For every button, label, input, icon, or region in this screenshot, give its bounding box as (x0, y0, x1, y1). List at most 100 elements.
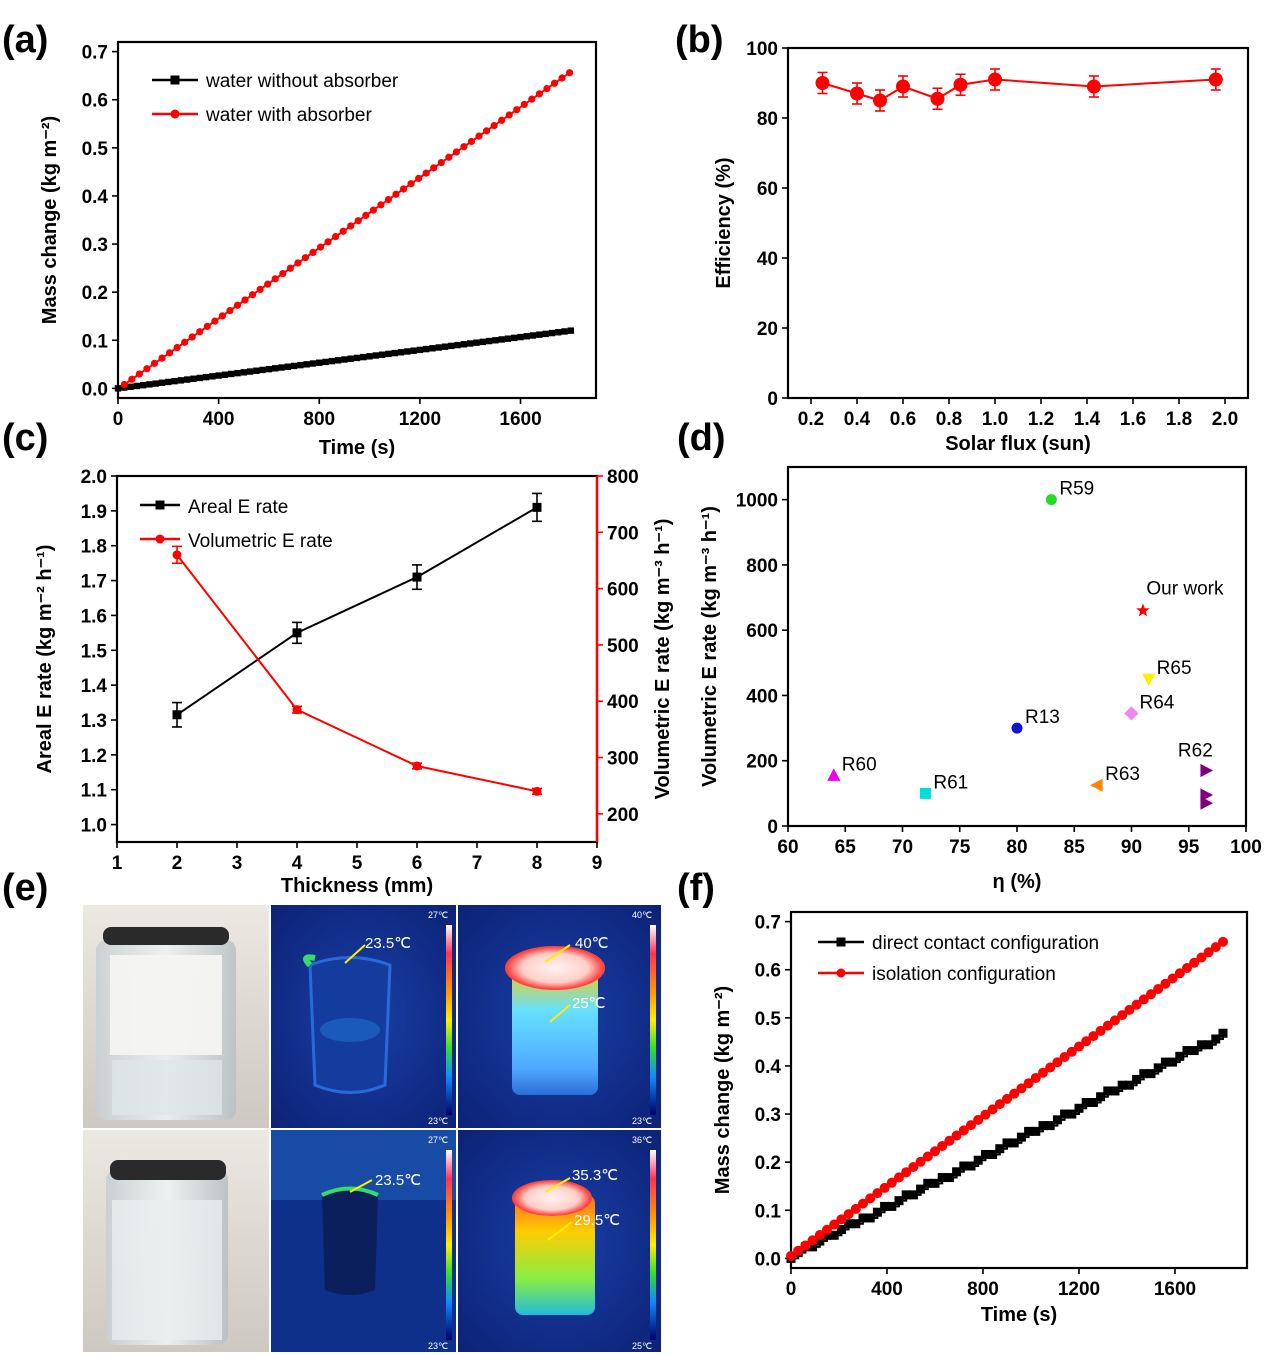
data-point (858, 1213, 868, 1223)
y-tick-label: 60 (757, 179, 778, 200)
data-point (930, 1146, 940, 1157)
y-tick-label: 600 (746, 621, 778, 642)
x-tick-label: 65 (835, 837, 857, 858)
y-right-tick-label: 800 (607, 467, 639, 488)
legend-label: Volumetric E rate (188, 531, 333, 552)
x-tick-label: 9 (592, 853, 603, 874)
data-point (520, 100, 528, 109)
data-point (1124, 1004, 1135, 1015)
data-point (233, 301, 242, 309)
data-point (1016, 1132, 1026, 1142)
thermal-bottom-2-spot-1: 35.3℃ (572, 1167, 618, 1184)
scatter-point-label: R62 (1178, 741, 1213, 762)
scatter-point (1045, 494, 1057, 506)
data-point (536, 331, 543, 338)
data-point (973, 1114, 984, 1125)
data-point (482, 127, 491, 135)
data-point (1096, 1092, 1106, 1102)
data-point (1102, 1020, 1113, 1031)
data-point (181, 338, 189, 346)
y-tick-label: 800 (746, 556, 778, 577)
data-point (558, 74, 566, 82)
data-point (430, 164, 438, 172)
thermal-bottom-1-spot: 23.5℃ (375, 1172, 421, 1189)
data-point (505, 111, 513, 119)
x-tick-label: 1.0 (982, 409, 1008, 430)
data-point (886, 1177, 897, 1188)
data-point (953, 77, 968, 92)
data-point (1038, 1121, 1048, 1131)
data-point (1117, 1010, 1128, 1021)
x-axis-label: Time (s) (319, 437, 395, 459)
data-point (915, 1156, 926, 1167)
scatter-point-label: R65 (1157, 658, 1192, 679)
x-tick-label: 100 (1230, 837, 1262, 858)
y-tick-label: 0.6 (82, 91, 108, 112)
data-point (1045, 1121, 1055, 1131)
data-point (952, 1167, 962, 1177)
data-point (973, 1155, 983, 1165)
data-point (548, 329, 556, 337)
legend-label: direct contact configuration (872, 933, 1099, 954)
legend-marker (836, 968, 846, 978)
chart-f: 0 400 800 1200 1600 0.0 0.1 0.2 0.3 0.4 0.5 0.6 0.7 T… (712, 910, 1249, 1326)
data-point (256, 285, 264, 293)
data-point (504, 335, 512, 342)
data-point (422, 345, 430, 353)
data-point (241, 296, 249, 304)
data-point (873, 93, 887, 108)
y-tick-label: 0.3 (755, 1105, 781, 1126)
y-axis-label: Mass change (kg m⁻²) (712, 986, 734, 1194)
data-point (930, 1178, 940, 1188)
data-point (1218, 1028, 1228, 1038)
data-point (1074, 1041, 1084, 1052)
data-point (297, 361, 304, 369)
data-point (535, 90, 543, 98)
panel-label-d: (d) (677, 417, 726, 459)
data-point (292, 705, 302, 715)
data-point (353, 354, 361, 362)
panel-label-c: (c) (2, 417, 48, 459)
data-point (1081, 1036, 1092, 1047)
data-point (513, 106, 521, 114)
data-point (128, 375, 136, 383)
thermal-top-2: 40℃ 25℃ 40℃ 23℃ (458, 905, 661, 1128)
data-point (966, 1161, 976, 1171)
plot-frame (789, 910, 1249, 1270)
data-point (454, 341, 461, 349)
panel-label-f: (f) (677, 867, 715, 909)
data-point (264, 280, 272, 288)
data-point (240, 369, 247, 376)
chart-a: 0 400 800 1200 1600 0.0 0.1 0.2 0.3 0.4 0.5 0.6 0.7 T… (39, 40, 598, 459)
thermal-top-1-scale-max: 27℃ (428, 910, 448, 920)
data-point (177, 377, 185, 384)
data-point (209, 373, 216, 380)
x-tick-label: 90 (1121, 837, 1142, 858)
x-tick-label: 85 (1064, 837, 1086, 858)
thermal-top-2-spot-1: 40℃ (575, 935, 609, 952)
data-point (1160, 978, 1171, 989)
x-tick-label: 0.8 (936, 409, 962, 430)
y-tick-label: 1.7 (81, 572, 107, 593)
x-tick-label: 400 (871, 1279, 903, 1300)
data-point (441, 343, 449, 350)
data-point (279, 269, 287, 278)
data-point (475, 132, 483, 140)
y-tick-label: 1.0 (81, 816, 107, 837)
data-point (1132, 1074, 1142, 1084)
data-point (1168, 1057, 1178, 1067)
data-point (814, 1230, 825, 1241)
panel-label-b: (b) (675, 19, 724, 61)
data-point (341, 356, 348, 363)
data-point (316, 359, 323, 366)
data-point (1218, 936, 1228, 947)
y-right-tick-label: 300 (607, 749, 639, 770)
legend-label: Areal E rate (188, 497, 288, 518)
y-tick-label: 1.6 (81, 606, 107, 627)
data-point (248, 291, 257, 299)
data-point (1175, 1051, 1185, 1061)
data-point (1196, 1040, 1206, 1050)
scatter-point-label: Our work (1146, 579, 1224, 600)
data-point (460, 341, 468, 348)
scatter-point-label: R64 (1140, 692, 1175, 713)
